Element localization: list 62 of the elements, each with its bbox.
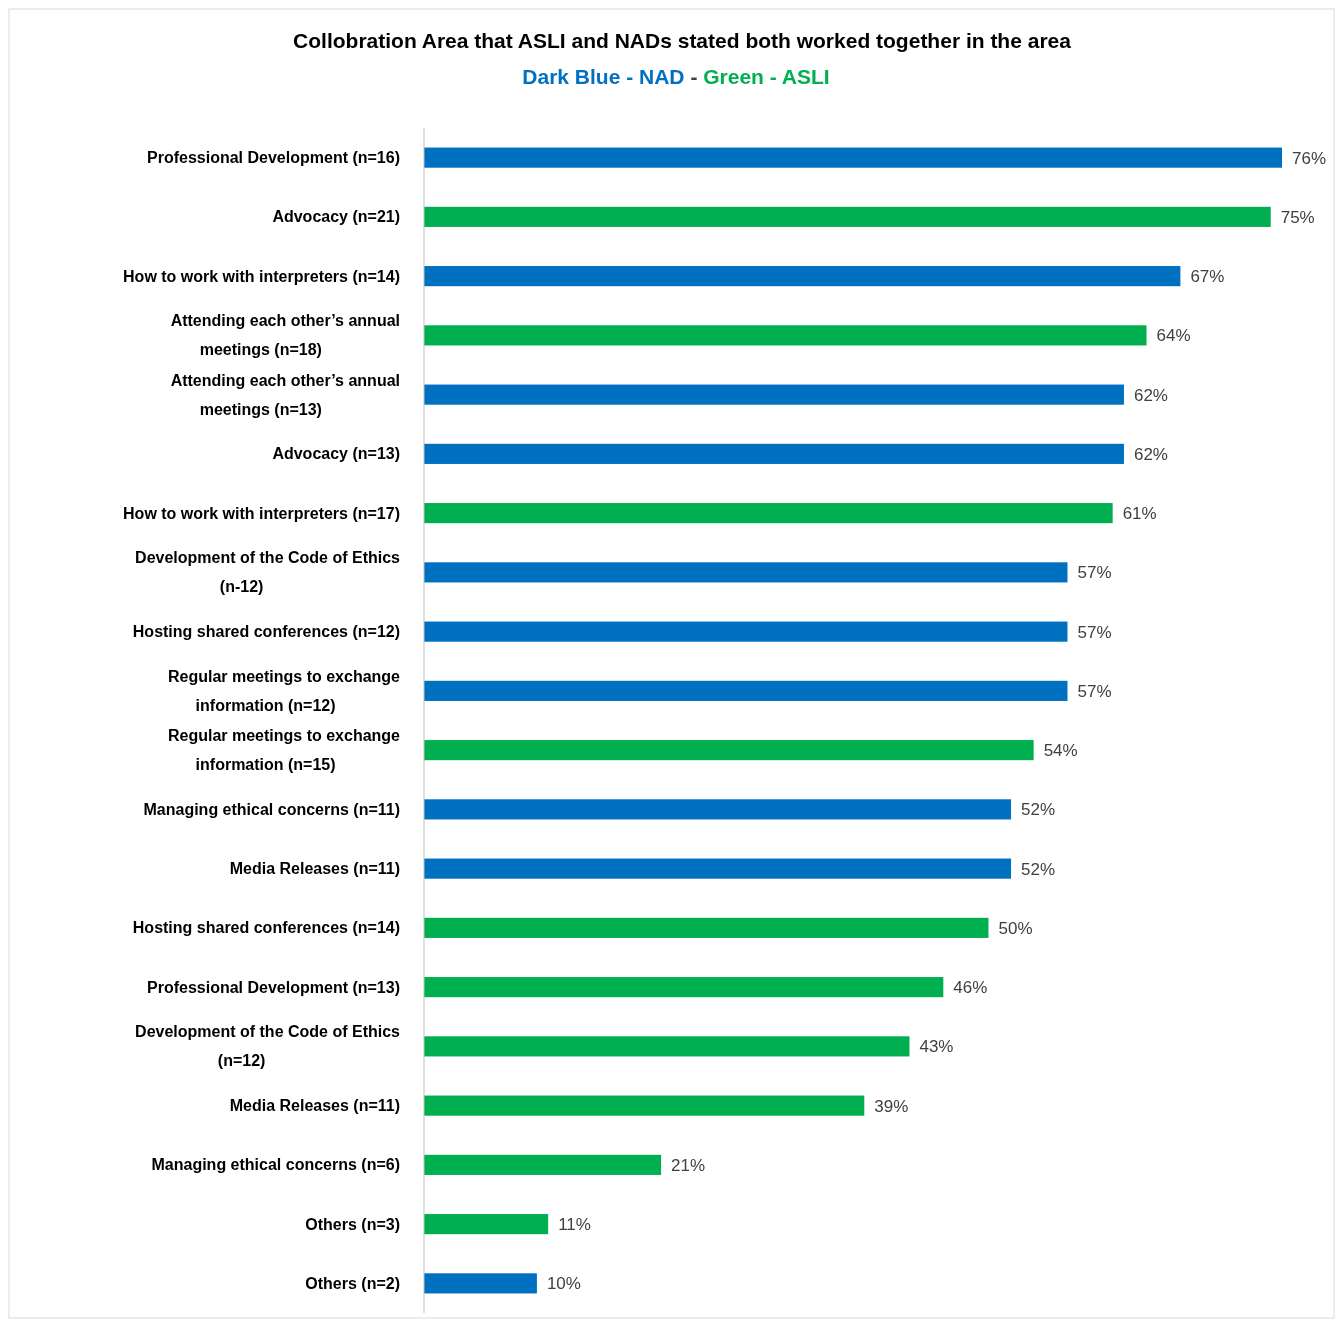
bar [424, 621, 1068, 642]
y-tick-label: Attending each other’s annual meetings (n=13) [170, 371, 400, 418]
bar [424, 680, 1068, 701]
data-label: 46% [953, 978, 988, 998]
data-label: 57% [1077, 622, 1112, 642]
y-tick-label: Media Releases (n=11) [229, 1097, 400, 1115]
y-tick-label: Development of the Code of Ethics (n-12) [135, 549, 401, 596]
data-label: 57% [1077, 563, 1112, 583]
y-tick-label: How to work with interpreters (n=17) [123, 504, 400, 522]
y-tick-label: Media Releases (n=11) [229, 860, 400, 878]
data-label: 67% [1190, 267, 1225, 287]
bar [424, 1095, 865, 1116]
bar [424, 503, 1113, 524]
bar [424, 977, 944, 998]
y-tick-label: Managing ethical concerns (n=11) [143, 800, 400, 818]
data-label: 76% [1292, 148, 1327, 168]
y-tick-label: How to work with interpreters (n=14) [123, 267, 400, 285]
data-label: 43% [919, 1037, 954, 1057]
data-label: 10% [546, 1274, 581, 1294]
bar [424, 206, 1271, 227]
data-label: 50% [998, 918, 1033, 938]
y-tick-label: Others (n=2) [305, 1274, 400, 1292]
y-tick-label: Attending each other’s annual meetings (n=18) [170, 312, 400, 359]
data-label: 62% [1133, 385, 1168, 405]
bar [424, 740, 1034, 761]
data-label: 64% [1156, 326, 1191, 346]
data-label: 11% [558, 1215, 591, 1235]
y-tick-label: Hosting shared conferences (n=14) [132, 919, 400, 937]
data-label: 61% [1122, 504, 1157, 524]
data-label: 62% [1133, 444, 1168, 464]
bar [424, 799, 1012, 820]
bar [424, 1214, 549, 1235]
y-tick-label: Regular meetings to exchange information (n=12) [167, 667, 401, 714]
chart-subtitle: Dark Blue - NAD - Green - ASLI [522, 65, 830, 88]
data-label: 54% [1043, 741, 1078, 761]
y-tick-label: Development of the Code of Ethics (n=12) [135, 1023, 401, 1070]
y-tick-label: Managing ethical concerns (n=6) [151, 1156, 400, 1174]
y-tick-label: Others (n=3) [305, 1215, 400, 1233]
bar [424, 1154, 662, 1175]
data-label: 52% [1021, 800, 1056, 820]
bar [424, 858, 1012, 879]
bar [424, 325, 1147, 346]
data-label: 57% [1077, 681, 1112, 701]
bar [424, 384, 1124, 405]
data-label: 75% [1280, 207, 1315, 227]
y-tick-label: Advocacy (n=13) [272, 445, 400, 463]
y-tick-label: Professional Development (n=13) [147, 978, 400, 996]
bar [424, 443, 1124, 464]
bar [424, 917, 989, 938]
bar [424, 266, 1181, 287]
y-tick-label: Advocacy (n=21) [272, 208, 400, 226]
bar [424, 1036, 910, 1057]
chart-title: Collobration Area that ASLI and NADs stated both worked together in the area [293, 29, 1072, 52]
y-tick-label: Professional Development (n=16) [147, 149, 400, 167]
bar [424, 1273, 537, 1294]
data-label: 21% [671, 1155, 706, 1175]
bar [424, 147, 1282, 168]
data-label: 52% [1021, 859, 1056, 879]
bar [424, 562, 1068, 583]
y-tick-label: Hosting shared conferences (n=12) [132, 623, 400, 641]
data-label: 39% [874, 1096, 909, 1116]
y-tick-label: Regular meetings to exchange information (n=15) [167, 727, 401, 774]
